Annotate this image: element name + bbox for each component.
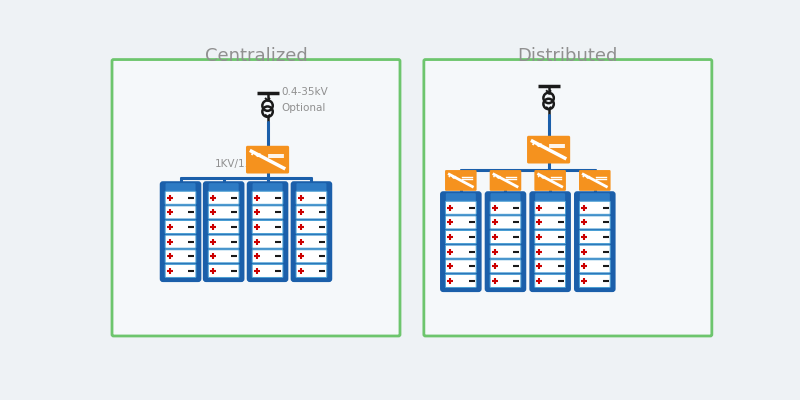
FancyBboxPatch shape — [208, 220, 239, 234]
FancyBboxPatch shape — [252, 264, 283, 278]
FancyBboxPatch shape — [579, 274, 610, 288]
FancyBboxPatch shape — [208, 191, 239, 204]
FancyBboxPatch shape — [252, 220, 283, 234]
Text: Distributed: Distributed — [518, 47, 618, 65]
FancyBboxPatch shape — [252, 191, 283, 204]
FancyBboxPatch shape — [490, 193, 521, 202]
FancyBboxPatch shape — [490, 201, 521, 214]
FancyBboxPatch shape — [580, 193, 610, 202]
FancyBboxPatch shape — [165, 264, 196, 278]
FancyBboxPatch shape — [534, 230, 566, 244]
FancyBboxPatch shape — [165, 191, 196, 204]
FancyBboxPatch shape — [424, 60, 712, 336]
FancyBboxPatch shape — [246, 146, 289, 174]
FancyBboxPatch shape — [534, 216, 566, 229]
FancyBboxPatch shape — [485, 191, 526, 292]
FancyBboxPatch shape — [252, 206, 283, 219]
FancyBboxPatch shape — [574, 191, 615, 292]
FancyBboxPatch shape — [440, 191, 482, 292]
FancyBboxPatch shape — [165, 220, 196, 234]
FancyBboxPatch shape — [160, 181, 202, 282]
Text: 1KV/1.5KV: 1KV/1.5KV — [215, 158, 270, 168]
FancyBboxPatch shape — [209, 183, 238, 192]
FancyBboxPatch shape — [534, 245, 566, 258]
FancyBboxPatch shape — [579, 170, 610, 191]
FancyBboxPatch shape — [446, 201, 476, 214]
FancyBboxPatch shape — [490, 260, 521, 273]
Text: Centralized: Centralized — [205, 47, 307, 65]
FancyBboxPatch shape — [534, 274, 566, 288]
FancyBboxPatch shape — [579, 245, 610, 258]
FancyBboxPatch shape — [579, 230, 610, 244]
FancyBboxPatch shape — [490, 230, 521, 244]
FancyBboxPatch shape — [490, 170, 522, 191]
FancyBboxPatch shape — [165, 206, 196, 219]
FancyBboxPatch shape — [166, 183, 195, 192]
FancyBboxPatch shape — [290, 181, 332, 282]
FancyBboxPatch shape — [530, 191, 571, 292]
FancyBboxPatch shape — [490, 216, 521, 229]
FancyBboxPatch shape — [203, 181, 245, 282]
FancyBboxPatch shape — [527, 136, 570, 164]
FancyBboxPatch shape — [446, 216, 476, 229]
FancyBboxPatch shape — [165, 250, 196, 263]
FancyBboxPatch shape — [296, 220, 327, 234]
FancyBboxPatch shape — [252, 250, 283, 263]
FancyBboxPatch shape — [446, 260, 476, 273]
FancyBboxPatch shape — [445, 170, 477, 191]
FancyBboxPatch shape — [579, 216, 610, 229]
FancyBboxPatch shape — [208, 235, 239, 248]
FancyBboxPatch shape — [246, 181, 288, 282]
FancyBboxPatch shape — [535, 193, 565, 202]
FancyBboxPatch shape — [208, 206, 239, 219]
Text: Optional: Optional — [282, 104, 326, 114]
FancyBboxPatch shape — [446, 230, 476, 244]
FancyBboxPatch shape — [112, 60, 400, 336]
FancyBboxPatch shape — [446, 274, 476, 288]
FancyBboxPatch shape — [252, 235, 283, 248]
FancyBboxPatch shape — [296, 235, 327, 248]
Text: 0.4-35kV: 0.4-35kV — [282, 87, 328, 97]
FancyBboxPatch shape — [579, 260, 610, 273]
FancyBboxPatch shape — [296, 264, 327, 278]
FancyBboxPatch shape — [490, 245, 521, 258]
FancyBboxPatch shape — [446, 245, 476, 258]
FancyBboxPatch shape — [534, 260, 566, 273]
FancyBboxPatch shape — [490, 274, 521, 288]
FancyBboxPatch shape — [579, 201, 610, 214]
FancyBboxPatch shape — [446, 193, 476, 202]
FancyBboxPatch shape — [208, 264, 239, 278]
FancyBboxPatch shape — [297, 183, 326, 192]
FancyBboxPatch shape — [296, 206, 327, 219]
FancyBboxPatch shape — [208, 250, 239, 263]
FancyBboxPatch shape — [253, 183, 282, 192]
FancyBboxPatch shape — [165, 235, 196, 248]
FancyBboxPatch shape — [296, 250, 327, 263]
FancyBboxPatch shape — [534, 170, 566, 191]
FancyBboxPatch shape — [534, 201, 566, 214]
FancyBboxPatch shape — [296, 191, 327, 204]
